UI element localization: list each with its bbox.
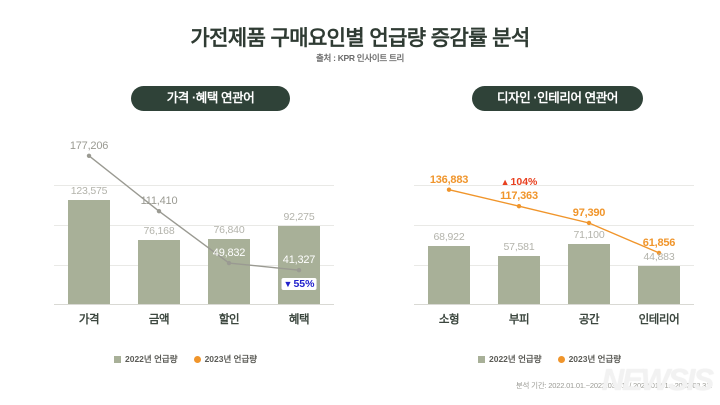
line-value-label: 136,883 (429, 173, 469, 186)
bar-column[interactable] (264, 145, 334, 304)
legend-label: 2022년 언급량 (489, 354, 542, 364)
line-point[interactable] (656, 250, 662, 256)
bar-column[interactable] (414, 145, 484, 304)
panel-pill-price-benefit: 가격 ·혜택 연관어 (131, 86, 290, 111)
bar[interactable] (68, 199, 110, 304)
circle-swatch-icon (557, 355, 565, 363)
delta-badge: ▲104% (500, 176, 538, 189)
bar-value-label: 76,840 (213, 224, 245, 237)
x-axis-labels: 소형 부피 공간 인테리어 (414, 311, 694, 327)
x-tick-label: 소형 (438, 314, 460, 326)
gridline (414, 265, 694, 266)
chart-panel-design-interior: 68,922 57,581 71,100 44,883 136,883 117,363 97… (392, 125, 702, 345)
bar[interactable] (208, 239, 250, 304)
bar-value-label: 92,275 (283, 211, 315, 224)
chart-panel-price-benefit: 123,575 76,168 76,840 92,275 177,206 111,410 4… (32, 125, 342, 345)
page-title: 가전제품 구매요인별 언급량 증감률 분석 (190, 27, 530, 50)
bar-value-label: 71,100 (573, 229, 605, 242)
bar-value-label: 68,922 (433, 230, 465, 243)
analysis-period: 분석 기간: 2022.01.01.~2022.03.31. / 2023.01… (515, 381, 712, 390)
x-tick-label: 인테리어 (638, 314, 680, 326)
bar[interactable] (138, 239, 180, 304)
line-value-label: 49,832 (212, 247, 246, 260)
delta-badge: ▼55% (281, 278, 317, 291)
line-value-label: 97,390 (572, 206, 606, 219)
line-point[interactable] (86, 153, 92, 158)
x-tick-label: 부피 (508, 314, 530, 326)
bar-value-label: 44,883 (643, 251, 675, 264)
gridline (54, 185, 334, 186)
source-note: 출처 : KPR 인사이트 트리 (316, 53, 404, 63)
legend-label: 2022년 언급량 (125, 354, 178, 364)
legend-label: 2023년 언급량 (204, 354, 258, 364)
x-axis-line (54, 304, 334, 305)
gridline (54, 225, 334, 226)
x-tick-label: 금액 (148, 314, 170, 326)
bar-column[interactable] (54, 145, 124, 304)
legend-label: 2023년 언급량 (568, 354, 622, 364)
panel-pill-design-interior: 디자인 ·인테리어 연관어 (472, 86, 643, 111)
bar-series (54, 145, 334, 304)
line-series (86, 153, 302, 273)
line-value-label: 61,856 (642, 236, 676, 249)
line-value-label: 111,410 (140, 195, 178, 208)
legend-item-2023: 2023년 언급량 (193, 353, 258, 365)
legend-design-interior: 2022년 언급량 2023년 언급량 (478, 352, 621, 366)
bar-series (414, 145, 694, 304)
bar-column[interactable] (194, 145, 264, 304)
x-tick-label: 혜택 (288, 314, 310, 326)
legend-item-2022: 2022년 언급량 (478, 353, 542, 365)
triangle-up-icon: ▲ (500, 177, 510, 188)
bar-value-label: 123,575 (70, 184, 108, 197)
bar[interactable] (498, 255, 540, 304)
bar-value-label: 57,581 (503, 240, 535, 253)
gridline (414, 225, 694, 226)
line-point[interactable] (226, 260, 232, 266)
bar-column[interactable] (124, 145, 194, 304)
x-axis-line (414, 304, 694, 305)
plot-area: 68,922 57,581 71,100 44,883 136,883 117,363 97… (414, 145, 694, 305)
line-series (446, 187, 662, 256)
square-swatch-icon (478, 355, 485, 363)
x-tick-label: 공간 (578, 314, 600, 326)
line-value-label: 41,327 (282, 254, 316, 267)
line-point[interactable] (586, 220, 592, 226)
line-point[interactable] (296, 267, 302, 273)
bar-column[interactable] (554, 145, 624, 304)
bar[interactable] (278, 226, 320, 304)
line-path (88, 155, 300, 271)
x-tick-label: 할인 (218, 314, 240, 326)
bar[interactable] (568, 244, 610, 304)
legend-item-2022: 2022년 언급량 (114, 353, 178, 365)
line-point[interactable] (516, 203, 522, 209)
line-value-label: 177,206 (69, 139, 109, 152)
bar-value-label: 76,168 (143, 224, 175, 237)
bar-column[interactable] (484, 145, 554, 304)
line-point[interactable] (156, 208, 162, 214)
legend-item-2023: 2023년 언급량 (557, 353, 622, 365)
gridline (54, 265, 334, 266)
triangle-down-icon: ▼ (283, 279, 293, 290)
bar-column[interactable] (624, 145, 694, 304)
line-point[interactable] (446, 187, 452, 192)
legend-price-benefit: 2022년 언급량 2023년 언급량 (114, 352, 257, 366)
bar[interactable] (428, 245, 470, 304)
bar[interactable] (638, 266, 680, 304)
plot-area: 123,575 76,168 76,840 92,275 177,206 111,410 4… (54, 140, 334, 305)
line-path (448, 189, 660, 254)
gridline (414, 185, 694, 186)
x-tick-label: 가격 (78, 314, 100, 326)
square-swatch-icon (114, 355, 121, 363)
circle-swatch-icon (193, 355, 201, 363)
line-value-label: 117,363 (500, 190, 538, 203)
x-axis-labels: 가격 금액 할인 혜택 (54, 311, 334, 327)
